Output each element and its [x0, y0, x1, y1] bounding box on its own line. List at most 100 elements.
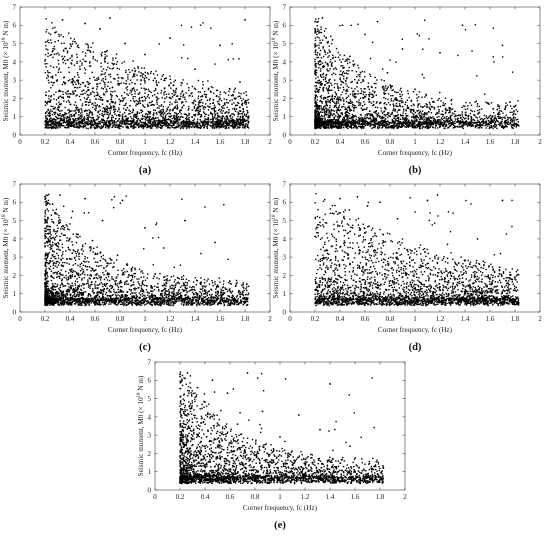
scatter-point — [118, 82, 121, 85]
scatter-point — [143, 87, 145, 90]
scatter-point — [325, 36, 327, 39]
scatter-point — [74, 101, 77, 103]
scatter-point — [115, 126, 117, 128]
scatter-point — [205, 121, 207, 123]
scatter-point — [228, 124, 230, 126]
scatter-point — [144, 106, 146, 108]
scatter-point — [396, 120, 398, 122]
scatter-point — [224, 111, 227, 114]
scatter-point — [245, 103, 247, 106]
scatter-point — [337, 89, 340, 92]
scatter-point — [319, 119, 322, 121]
scatter-point — [171, 126, 173, 128]
scatter-point — [110, 98, 112, 100]
scatter-point — [141, 126, 144, 128]
scatter-point — [88, 109, 90, 111]
scatter-point — [485, 127, 487, 129]
scatter-point — [243, 102, 246, 104]
scatter-point — [51, 22, 53, 24]
scatter-point — [218, 115, 220, 117]
scatter-point — [432, 126, 434, 128]
scatter-point — [117, 125, 119, 127]
scatter-point — [113, 63, 115, 65]
scatter-point — [206, 120, 209, 123]
scatter-point — [139, 75, 142, 77]
scatter-point — [314, 65, 316, 67]
scatter-point — [515, 123, 517, 125]
scatter-point — [513, 123, 515, 125]
scatter-point — [59, 90, 61, 93]
scatter-point — [44, 60, 46, 62]
scatter-point — [214, 110, 217, 112]
scatter-point — [101, 79, 103, 81]
scatter-point — [487, 119, 490, 122]
scatter-point — [414, 123, 416, 125]
scatter-point — [421, 110, 424, 112]
scatter-point — [84, 121, 86, 124]
scatter-point — [340, 99, 342, 102]
scatter-point — [405, 123, 407, 126]
scatter-point — [318, 107, 320, 109]
scatter-point — [444, 127, 446, 129]
scatter-point — [325, 37, 327, 39]
scatter-point — [344, 124, 347, 127]
scatter-point — [316, 113, 319, 116]
scatter-point — [372, 119, 374, 121]
scatter-point — [136, 119, 139, 122]
scatter-point — [213, 126, 216, 128]
scatter-point — [56, 79, 58, 81]
scatter-point — [68, 116, 70, 118]
scatter-point — [205, 103, 207, 105]
scatter-point — [50, 96, 52, 98]
scatter-point — [231, 99, 233, 101]
scatter-point — [146, 115, 148, 117]
scatter-point — [55, 124, 58, 126]
scatter-point — [88, 111, 91, 114]
scatter-point — [384, 125, 386, 127]
scatter-point — [387, 101, 390, 104]
scatter-point — [330, 63, 333, 65]
scatter-point — [83, 97, 86, 99]
scatter-point — [239, 122, 241, 124]
scatter-point — [172, 115, 175, 117]
scatter-point — [144, 53, 146, 56]
scatter-point — [430, 125, 432, 127]
scatter-point — [122, 121, 125, 123]
scatter-point — [91, 71, 93, 74]
scatter-point — [78, 109, 80, 112]
scatter-point — [49, 109, 52, 111]
scatter-point — [184, 117, 187, 120]
scatter-point — [412, 126, 414, 128]
scatter-point — [113, 120, 115, 122]
scatter-point — [358, 118, 361, 120]
scatter-point — [196, 120, 199, 123]
scatter-point — [151, 118, 153, 120]
scatter-point — [74, 118, 77, 120]
scatter-point — [331, 122, 333, 124]
scatter-point — [127, 122, 129, 125]
scatter-point — [78, 120, 80, 123]
scatter-point — [114, 126, 116, 128]
scatter-point — [328, 89, 331, 92]
scatter-point — [54, 31, 56, 34]
scatter-point — [439, 105, 442, 108]
scatter-point — [232, 120, 234, 122]
scatter-point — [182, 96, 184, 98]
scatter-point — [139, 91, 141, 94]
scatter-point — [125, 109, 127, 111]
scatter-point — [193, 105, 196, 108]
scatter-point — [142, 104, 144, 106]
scatter-point — [417, 116, 420, 119]
scatter-point — [168, 115, 170, 118]
scatter-point — [170, 122, 173, 124]
scatter-point — [152, 121, 154, 123]
scatter-point — [372, 124, 375, 126]
scatter-point — [185, 122, 188, 124]
scatter-point — [469, 102, 471, 104]
scatter-point — [130, 124, 133, 127]
scatter-point — [417, 109, 420, 112]
scatter-point — [319, 31, 321, 34]
scatter-point — [363, 121, 365, 124]
scatter-point — [478, 105, 481, 108]
scatter-point — [354, 96, 357, 98]
